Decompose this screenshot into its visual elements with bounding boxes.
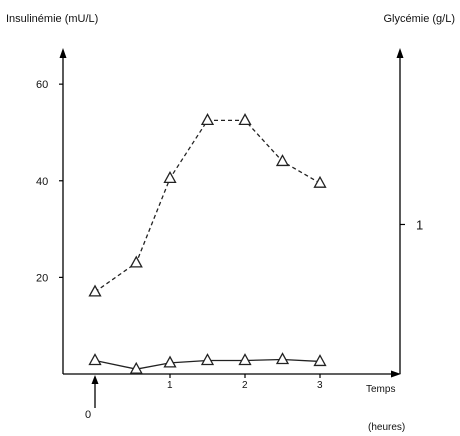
x-axis-unit-label: (heures) — [368, 422, 405, 433]
start-time-marker-arrow — [91, 375, 99, 384]
y-axis-left-arrow — [59, 48, 67, 58]
y-right-tick-label-1: 1 — [416, 217, 423, 232]
series-0-point-0 — [88, 284, 102, 297]
series-1-point-1 — [129, 361, 143, 374]
y-left-tick-label-40: 40 — [36, 176, 48, 188]
axes-group — [59, 48, 404, 408]
y-axis-right-arrow — [396, 48, 404, 58]
ticks-group: 20 40 60 1 1 2 3 — [36, 79, 423, 391]
series-1-point-3 — [200, 353, 215, 366]
y-axis-left-label: Insulinémie (mU/L) — [6, 13, 98, 25]
series-1-point-6 — [313, 354, 327, 367]
series-0-point-5 — [275, 154, 290, 167]
x-tick-label-3: 3 — [317, 380, 323, 391]
y-left-tick-label-20: 20 — [36, 272, 48, 284]
x-axis-arrow — [391, 370, 401, 378]
series-1-point-2 — [163, 355, 177, 368]
series-group — [88, 113, 327, 374]
series-0-line — [94, 119, 321, 293]
series-1-point-5 — [275, 352, 290, 365]
y-left-tick-label-60: 60 — [36, 79, 48, 91]
x-axis-label: Temps — [366, 384, 395, 395]
x-tick-label-1: 1 — [167, 380, 173, 391]
series-0-point-1 — [129, 255, 143, 268]
x-tick-label-2: 2 — [242, 380, 248, 391]
series-0-point-2 — [163, 171, 177, 184]
start-time-label: 0 — [85, 409, 91, 421]
series-0-point-3 — [200, 113, 215, 126]
y-axis-right-label: Glycémie (g/L) — [383, 13, 455, 25]
series-0-point-4 — [238, 113, 252, 126]
series-1-point-4 — [238, 353, 252, 366]
series-0-point-6 — [313, 175, 327, 188]
series-1-point-0 — [88, 353, 102, 366]
